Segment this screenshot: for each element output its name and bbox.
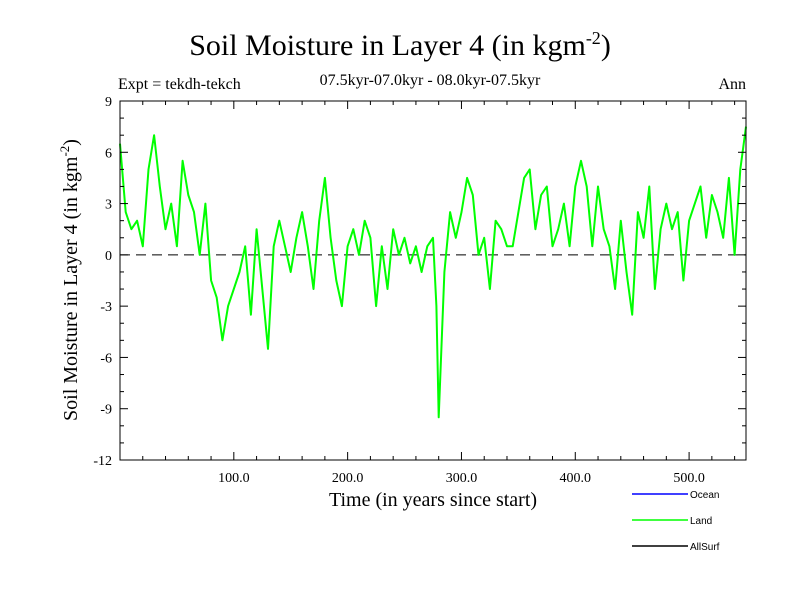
y-tick-label: 9 [105,95,112,110]
y-tick-label: 0 [105,249,112,264]
series-line-land [119,126,747,419]
y-tick-label: -3 [100,300,112,315]
x-tick-label: 100.0 [218,471,250,486]
chart-subtitle: 07.5kyr-07.0kyr - 08.0kyr-07.5kyr [319,72,541,89]
plot-frame [119,100,747,461]
x-tick-label: 400.0 [560,471,592,486]
y-tick-label: -12 [93,454,112,469]
y-tick-label: 3 [105,198,112,213]
y-tick-label: -6 [100,351,112,366]
chart-title: Soil Moisture in Layer 4 (in kgm-2) [189,28,611,62]
x-tick-label: 300.0 [446,471,478,486]
experiment-label: Expt = tekdh-tekch [118,76,241,93]
y-tick-label: -9 [100,403,112,418]
x-axis-label: Time (in years since start) [328,489,538,511]
y-tick-label: 6 [105,146,112,161]
x-tick-label: 200.0 [332,471,364,486]
x-tick-label: 500.0 [673,471,705,486]
season-label: Ann [718,76,746,93]
legend-label-land: Land [690,516,712,527]
legend-label-ocean: Ocean [690,490,719,501]
legend-label-allsurf: AllSurf [690,542,720,553]
